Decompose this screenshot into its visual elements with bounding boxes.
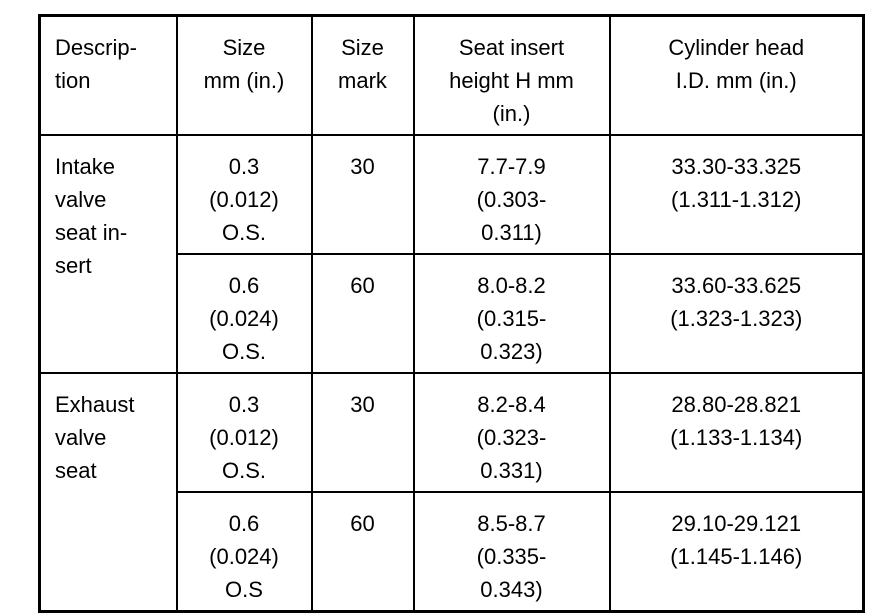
- data-cell: 0.3 (0.012) O.S.: [175, 372, 313, 493]
- data-cell: 60: [310, 491, 415, 613]
- cell-line: 33.30-33.325: [671, 154, 802, 179]
- description-cell: Intake valve seat in-sert: [38, 134, 178, 374]
- cell-line: (0.335-: [476, 544, 547, 569]
- data-cell: 8.5-8.7 (0.335- 0.343): [412, 491, 611, 613]
- cell-line: I.D. mm (in.): [675, 68, 797, 93]
- data-row: Intake valve seat in-sert 0.3 (0.012) O.S. 30 7…: [38, 134, 865, 374]
- data-cell: 30: [310, 372, 415, 493]
- header-cell: Seat insert height H mm (in.): [412, 14, 611, 136]
- cell-line: (0.303-: [476, 187, 547, 212]
- cell-line: tion: [55, 68, 91, 93]
- data-cell: 7.7-7.9 (0.303- 0.311): [412, 134, 611, 255]
- header-cell: Size mark: [310, 14, 415, 136]
- cell-line: (0.024): [209, 544, 279, 569]
- cell-line: 0.343): [480, 577, 543, 602]
- cell-line: mm (in.): [203, 68, 285, 93]
- cell-line: 0.3: [228, 154, 260, 179]
- cell-line: 0.323): [480, 339, 543, 364]
- cell-line: mark: [338, 68, 387, 93]
- cell-line: (0.012): [209, 425, 279, 450]
- data-cell: 30: [310, 134, 415, 255]
- cell-line: height H mm: [449, 68, 574, 93]
- cell-line: seat: [55, 458, 97, 483]
- cell-line: Descrip-: [55, 35, 137, 60]
- cell-line: 28.80-28.821: [671, 392, 802, 417]
- cell-line: valve: [55, 425, 107, 450]
- data-cell: 29.10-29.121 (1.145-1.146): [608, 491, 865, 613]
- data-cell: 8.0-8.2 (0.315- 0.323): [412, 253, 611, 374]
- data-cell: 60: [310, 253, 415, 374]
- cell-line: (1.133-1.134): [670, 425, 803, 450]
- cell-line: O.S.: [221, 339, 266, 364]
- cell-line: valve: [55, 187, 107, 212]
- cell-line: (0.012): [209, 187, 279, 212]
- cell-line: Intake: [55, 154, 115, 179]
- data-cell: 0.3 (0.012) O.S.: [175, 134, 313, 255]
- cell-line: (in.): [492, 101, 531, 126]
- data-cell: 0.6 (0.024) O.S.: [175, 253, 313, 374]
- cell-line: 29.10-29.121: [671, 511, 802, 536]
- cell-line: (1.323-1.323): [670, 306, 803, 331]
- cell-line: seat in-: [55, 220, 128, 245]
- data-cell: 0.6 (0.024) O.S: [175, 491, 313, 613]
- header-row: Descrip-tion Size mm (in.) Size mark Seat ins…: [38, 14, 865, 136]
- cell-line: 7.7-7.9: [477, 154, 546, 179]
- cell-line: 33.60-33.625: [671, 273, 802, 298]
- cell-line: O.S: [225, 577, 263, 602]
- cell-line: 0.6: [228, 511, 260, 536]
- cell-line: 0.6: [228, 273, 260, 298]
- cell-line: 0.3: [228, 392, 260, 417]
- cell-line: Exhaust: [55, 392, 135, 417]
- data-cell: 8.2-8.4 (0.323- 0.331): [412, 372, 611, 493]
- cell-line: 8.5-8.7: [477, 511, 546, 536]
- cell-line: (0.024): [209, 306, 279, 331]
- cell-line: (0.323-: [476, 425, 547, 450]
- cell-line: O.S.: [221, 458, 266, 483]
- cell-line: 0.331): [480, 458, 543, 483]
- cell-line: 8.2-8.4: [477, 392, 546, 417]
- cell-line: (1.145-1.146): [670, 544, 803, 569]
- data-cell: 28.80-28.821 (1.133-1.134): [608, 372, 865, 493]
- cell-line: Size: [222, 35, 266, 60]
- spec-table: Descrip-tion Size mm (in.) Size mark Seat ins…: [38, 14, 865, 613]
- data-row: 0.6 (0.024) O.S 60 8.5-8.7 (0.335- 0.343) 29.10…: [40, 491, 865, 613]
- cell-line: 60: [350, 273, 375, 298]
- cell-line: sert: [55, 253, 92, 278]
- cell-line: Cylinder head: [668, 35, 805, 60]
- description-cell: Exhaust valve seat: [38, 372, 178, 613]
- data-row: 0.6 (0.024) O.S. 60 8.0-8.2 (0.315- 0.323) 33.6…: [40, 253, 865, 374]
- cell-line: 60: [350, 511, 375, 536]
- table-body: Descrip-tion Size mm (in.) Size mark Seat ins…: [38, 14, 865, 613]
- data-cell: 33.30-33.325 (1.311-1.312): [608, 134, 865, 255]
- header-cell: Descrip-tion: [38, 14, 178, 136]
- cell-line: 0.311): [481, 220, 542, 245]
- header-cell: Size mm (in.): [175, 14, 313, 136]
- header-cell: Cylinder head I.D. mm (in.): [608, 14, 865, 136]
- cell-line: 8.0-8.2: [477, 273, 546, 298]
- cell-line: 30: [350, 154, 375, 179]
- cell-line: Size: [341, 35, 384, 60]
- cell-line: O.S.: [221, 220, 266, 245]
- cell-line: Seat insert: [458, 35, 565, 60]
- cell-line: 30: [350, 392, 375, 417]
- cell-line: (1.311-1.312): [671, 187, 802, 212]
- cell-line: (0.315-: [476, 306, 547, 331]
- data-row: Exhaust valve seat 0.3 (0.012) O.S. 30 8.2-8.4 (…: [38, 372, 865, 613]
- data-cell: 33.60-33.625 (1.323-1.323): [608, 253, 865, 374]
